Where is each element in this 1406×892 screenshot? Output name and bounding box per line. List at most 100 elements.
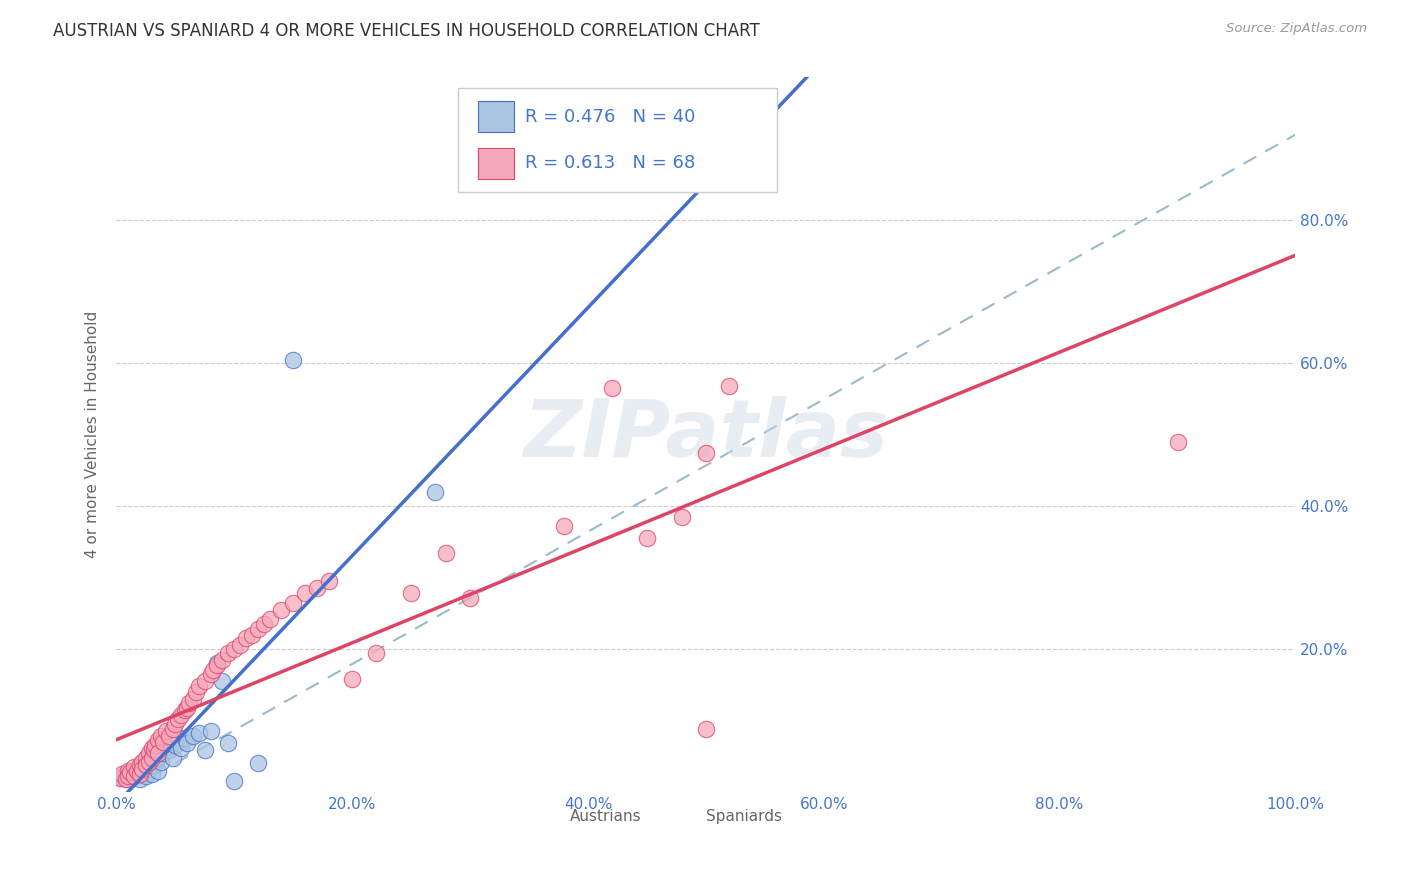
Point	[155, 724, 177, 739]
FancyBboxPatch shape	[478, 148, 513, 178]
Point	[458, 591, 481, 605]
Point	[170, 740, 193, 755]
Point	[122, 760, 145, 774]
Point	[122, 769, 145, 783]
Point	[364, 646, 387, 660]
Point	[253, 617, 276, 632]
Point	[150, 755, 173, 769]
Point	[246, 756, 269, 771]
Point	[131, 760, 153, 774]
Point	[246, 622, 269, 636]
Point	[114, 772, 136, 786]
Point	[122, 764, 145, 778]
Point	[122, 767, 145, 781]
Point	[259, 612, 281, 626]
Point	[186, 685, 208, 699]
Point	[200, 667, 222, 681]
Point	[127, 764, 149, 778]
Point	[436, 545, 458, 559]
Point	[224, 642, 246, 657]
Point	[179, 696, 201, 710]
Point	[270, 603, 292, 617]
Point	[146, 750, 169, 764]
Point	[176, 736, 198, 750]
Point	[143, 757, 166, 772]
Point	[111, 767, 134, 781]
Point	[205, 657, 228, 672]
Point	[217, 736, 239, 750]
Point	[131, 764, 153, 779]
Point	[114, 767, 136, 781]
Point	[399, 586, 422, 600]
Point	[281, 352, 304, 367]
Point	[117, 764, 139, 778]
Point	[135, 769, 157, 783]
Point	[187, 679, 209, 693]
Point	[152, 735, 174, 749]
Point	[138, 755, 160, 769]
Point	[240, 628, 263, 642]
Point	[162, 722, 184, 736]
Point	[141, 767, 163, 781]
Point	[117, 772, 139, 786]
Point	[281, 596, 304, 610]
Point	[187, 726, 209, 740]
Point	[117, 769, 139, 783]
Point	[205, 657, 228, 671]
Point	[211, 653, 233, 667]
Point	[157, 743, 180, 757]
Y-axis label: 4 or more Vehicles in Household: 4 or more Vehicles in Household	[86, 311, 100, 558]
FancyBboxPatch shape	[671, 806, 696, 828]
Point	[166, 712, 188, 726]
FancyBboxPatch shape	[478, 102, 513, 132]
Point	[224, 774, 246, 789]
Point	[141, 740, 163, 755]
Point	[671, 509, 693, 524]
Point	[111, 771, 134, 785]
Point	[150, 729, 173, 743]
Point	[200, 724, 222, 739]
Point	[695, 722, 717, 736]
Text: Spaniards: Spaniards	[706, 809, 782, 824]
Point	[143, 753, 166, 767]
Point	[146, 733, 169, 747]
Point	[165, 717, 187, 731]
Point	[128, 772, 150, 786]
Point	[294, 586, 316, 600]
Point	[146, 746, 169, 760]
Point	[108, 771, 131, 785]
Point	[181, 729, 204, 743]
Point	[176, 700, 198, 714]
Point	[127, 764, 149, 779]
Point	[318, 574, 340, 589]
Point	[128, 762, 150, 776]
Point	[120, 769, 142, 783]
Text: AUSTRIAN VS SPANIARD 4 OR MORE VEHICLES IN HOUSEHOLD CORRELATION CHART: AUSTRIAN VS SPANIARD 4 OR MORE VEHICLES …	[53, 22, 761, 40]
Point	[135, 757, 157, 772]
Point	[170, 707, 193, 722]
Point	[305, 582, 328, 596]
Point	[718, 379, 741, 393]
Point	[229, 639, 252, 653]
Point	[131, 762, 153, 776]
Point	[235, 632, 257, 646]
Point	[181, 692, 204, 706]
Point	[201, 664, 224, 678]
Point	[143, 739, 166, 753]
Point	[194, 674, 217, 689]
Point	[128, 757, 150, 772]
Point	[135, 750, 157, 764]
Point	[152, 746, 174, 760]
Point	[138, 762, 160, 776]
Point	[340, 672, 363, 686]
Text: R = 0.476   N = 40: R = 0.476 N = 40	[526, 108, 696, 126]
Point	[173, 731, 195, 746]
Text: ZIPatlas: ZIPatlas	[523, 396, 889, 474]
Point	[211, 674, 233, 689]
Point	[423, 484, 446, 499]
Point	[217, 646, 239, 660]
Point	[162, 750, 184, 764]
Text: Austrians: Austrians	[571, 809, 643, 824]
Point	[636, 531, 658, 545]
Point	[141, 755, 163, 769]
